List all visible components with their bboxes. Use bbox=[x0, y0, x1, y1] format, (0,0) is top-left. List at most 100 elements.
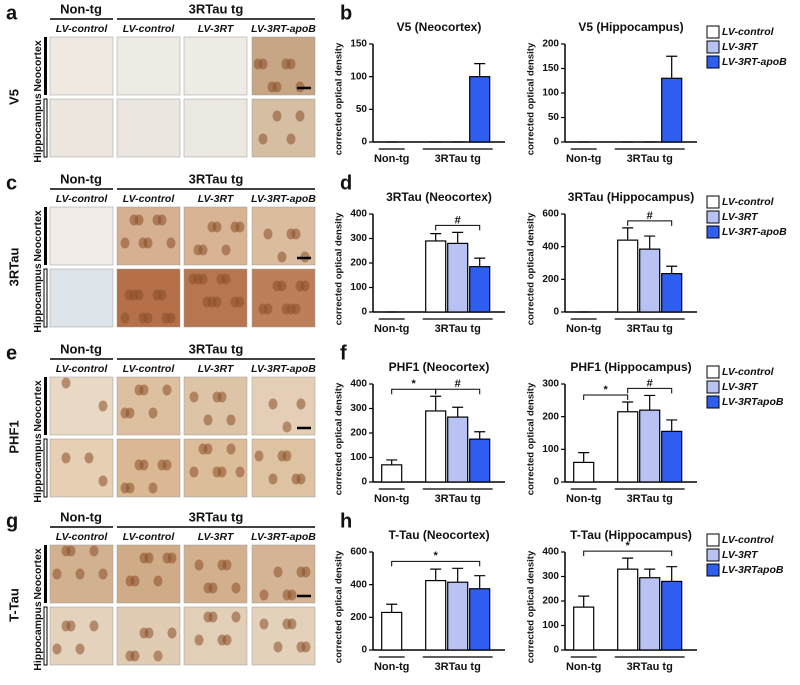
significance-bracket bbox=[391, 560, 481, 567]
region-bar bbox=[43, 606, 48, 666]
y-tick-label: 200 bbox=[542, 274, 559, 285]
micrograph bbox=[251, 438, 316, 498]
significance-label: # bbox=[455, 214, 461, 226]
cell bbox=[203, 414, 213, 426]
significance-bracket bbox=[627, 220, 673, 226]
cell bbox=[89, 545, 99, 557]
y-tick-label: 0 bbox=[553, 477, 559, 488]
micrograph bbox=[183, 98, 248, 158]
bar bbox=[639, 248, 661, 313]
y-tick-label: 300 bbox=[350, 233, 367, 244]
group-label: Non-tg bbox=[60, 1, 102, 16]
y-tick-label: 0 bbox=[361, 645, 367, 656]
error-bar bbox=[622, 227, 634, 241]
error-bar bbox=[666, 566, 678, 582]
cell bbox=[189, 466, 199, 478]
bar bbox=[661, 77, 683, 143]
cell bbox=[282, 589, 292, 601]
cell bbox=[75, 643, 85, 655]
legend-swatch bbox=[706, 380, 720, 394]
error-bar bbox=[666, 55, 678, 79]
cell bbox=[193, 244, 203, 256]
cell bbox=[263, 228, 273, 240]
significance-label: * bbox=[412, 378, 417, 390]
cell bbox=[98, 568, 108, 580]
cell bbox=[134, 459, 144, 471]
cell bbox=[221, 244, 231, 256]
cell bbox=[189, 391, 199, 403]
group-label: Non-tg bbox=[60, 509, 102, 524]
significance-label: * bbox=[434, 550, 439, 562]
cell bbox=[124, 289, 134, 301]
group-label: 3RTau tg bbox=[189, 341, 244, 356]
column-label: LV-3RT bbox=[198, 531, 235, 543]
legend-label: LV-control bbox=[722, 534, 775, 546]
legend-label: LV-3RT-apoB bbox=[722, 56, 787, 68]
micrograph bbox=[251, 98, 316, 158]
legend-label: LV-3RTapoB bbox=[722, 396, 784, 408]
cell bbox=[61, 545, 71, 557]
panel-letter: c bbox=[6, 172, 17, 194]
x-tick-label: 3RTau tg bbox=[627, 153, 673, 165]
cell bbox=[231, 611, 241, 623]
region-label: Hippocampus bbox=[32, 263, 44, 333]
error-bar bbox=[452, 231, 464, 244]
cell bbox=[139, 627, 149, 639]
x-tick-label: Non-tg bbox=[566, 661, 601, 673]
bar bbox=[469, 266, 491, 313]
legend-swatch bbox=[706, 395, 720, 409]
error-bar bbox=[386, 459, 398, 465]
region-label: Neocortex bbox=[32, 548, 44, 600]
cell bbox=[268, 473, 278, 485]
cell bbox=[230, 296, 240, 308]
micrograph bbox=[183, 544, 248, 604]
y-tick-label: 300 bbox=[542, 571, 559, 582]
micrograph bbox=[49, 438, 114, 498]
column-label: LV-3RT-apoB bbox=[251, 23, 316, 35]
cell bbox=[148, 482, 158, 494]
micrograph bbox=[183, 376, 248, 436]
column-label: LV-control bbox=[123, 531, 176, 543]
legend-label: LV-3RTapoB bbox=[722, 564, 784, 576]
significance-label: # bbox=[455, 378, 461, 390]
cell bbox=[134, 384, 144, 396]
cell bbox=[212, 391, 222, 403]
group-label: 3RTau tg bbox=[189, 1, 244, 16]
micrograph bbox=[183, 36, 248, 96]
y-axis-label: corrected optical density bbox=[334, 212, 345, 325]
cell bbox=[162, 552, 172, 564]
cell bbox=[194, 559, 204, 571]
micrograph bbox=[116, 206, 181, 266]
bar bbox=[447, 581, 469, 651]
panel-letter: f bbox=[340, 342, 347, 364]
x-tick-label: Non-tg bbox=[566, 323, 601, 335]
cell bbox=[153, 650, 163, 662]
cell bbox=[202, 296, 212, 308]
y-tick-label: 400 bbox=[350, 209, 367, 220]
column-label: LV-control bbox=[56, 531, 109, 543]
bar bbox=[469, 588, 491, 651]
bar bbox=[469, 438, 491, 483]
cell bbox=[296, 566, 306, 578]
legend-swatch bbox=[706, 548, 720, 562]
x-tick-label: Non-tg bbox=[374, 661, 409, 673]
cell bbox=[203, 582, 213, 594]
y-tick-label: 300 bbox=[542, 379, 559, 390]
y-tick-label: 0 bbox=[553, 307, 559, 318]
y-tick-label: 400 bbox=[350, 579, 367, 590]
cell bbox=[258, 133, 268, 145]
x-tick-label: 3RTau tg bbox=[435, 493, 481, 505]
legend-label: LV-control bbox=[722, 366, 775, 378]
y-tick-label: 100 bbox=[350, 282, 367, 293]
error-bar bbox=[430, 568, 442, 581]
y-tick-label: 600 bbox=[542, 209, 559, 220]
y-tick-label: 0 bbox=[361, 307, 367, 318]
cell bbox=[120, 237, 130, 249]
cell bbox=[52, 643, 62, 655]
group-label: 3RTau tg bbox=[189, 509, 244, 524]
x-tick-label: 3RTau tg bbox=[627, 493, 673, 505]
y-axis-label: corrected optical density bbox=[334, 42, 345, 155]
cell bbox=[296, 398, 306, 410]
legend-swatch bbox=[706, 195, 720, 209]
cell bbox=[277, 251, 287, 263]
